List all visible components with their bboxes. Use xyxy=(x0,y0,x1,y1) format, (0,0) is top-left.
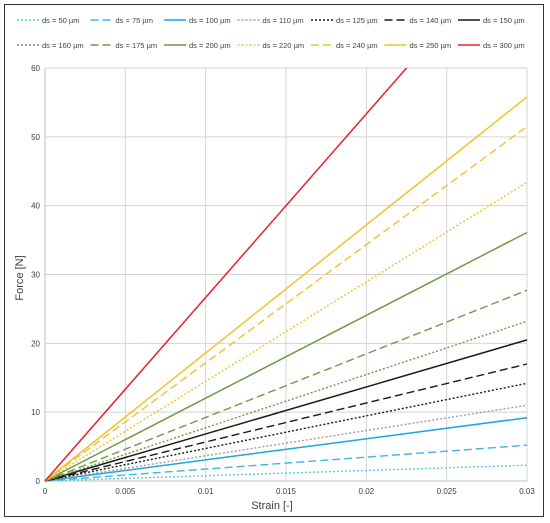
y-tick-label: 20 xyxy=(31,339,40,348)
x-tick-label: 0.005 xyxy=(115,487,136,496)
legend-label: ds = 250 µm xyxy=(410,41,452,50)
x-tick-label: 0 xyxy=(43,487,48,496)
legend-item: ds = 160 µm xyxy=(17,41,84,50)
series-line xyxy=(44,339,528,482)
series-line xyxy=(44,382,528,482)
legend-label: ds = 125 µm xyxy=(336,16,378,25)
x-tick-label: 0.01 xyxy=(198,487,214,496)
y-axis-title: Force [N] xyxy=(14,255,26,300)
legend-label: ds = 220 µm xyxy=(263,41,305,50)
legend-label: ds = 160 µm xyxy=(42,41,84,50)
legend-label: ds = 175 µm xyxy=(116,41,158,50)
y-tick-label: 10 xyxy=(31,408,40,417)
legend-item: ds = 250 µm xyxy=(384,41,452,50)
legend-item: ds = 125 µm xyxy=(311,16,378,25)
series-lines xyxy=(44,67,528,482)
series-line xyxy=(44,125,528,482)
legend-item: ds = 100 µm xyxy=(164,16,231,25)
series-line xyxy=(44,289,528,482)
legend-item: ds = 175 µm xyxy=(90,41,158,50)
legend-item: ds = 300 µm xyxy=(458,41,525,50)
axes xyxy=(44,68,527,482)
series-line xyxy=(44,320,528,482)
legend-item: ds = 150 µm xyxy=(458,16,525,25)
legend-item: ds = 240 µm xyxy=(311,41,378,50)
legend-label: ds = 300 µm xyxy=(483,41,525,50)
series-line xyxy=(44,67,408,482)
y-tick-label: 30 xyxy=(31,271,40,280)
legend-item: ds = 50 µm xyxy=(17,16,79,25)
y-tick-label: 40 xyxy=(31,202,40,211)
legend-item: ds = 220 µm xyxy=(237,41,305,50)
series-line xyxy=(44,404,528,482)
x-tick-label: 0.025 xyxy=(437,487,458,496)
tick-labels: 0 0.005 0.01 0.015 0.02 0.025 0.03 0 10 20 30 40 50 6… xyxy=(31,64,535,496)
legend-label: ds = 200 µm xyxy=(189,41,231,50)
series-line xyxy=(44,231,528,482)
legend: ds = 50 µm ds = 75 µm ds = 100 µm ds = 110 … xyxy=(17,16,525,50)
legend-item: ds = 200 µm xyxy=(164,41,231,50)
series-line xyxy=(44,181,528,482)
legend-label: ds = 240 µm xyxy=(336,41,378,50)
y-tick-label: 0 xyxy=(36,477,41,486)
legend-item: ds = 140 µm xyxy=(384,16,452,25)
x-tick-label: 0.03 xyxy=(519,487,535,496)
legend-item: ds = 110 µm xyxy=(237,16,304,25)
legend-label: ds = 110 µm xyxy=(263,16,304,25)
series-line xyxy=(44,416,528,482)
series-line xyxy=(44,444,528,482)
x-axis-title: Strain [-] xyxy=(251,500,293,512)
legend-label: ds = 140 µm xyxy=(410,16,452,25)
legend-label: ds = 150 µm xyxy=(483,16,525,25)
series-line xyxy=(44,464,528,482)
line-chart: 0 0.005 0.01 0.015 0.02 0.025 0.03 0 10 20 30 40 50 6… xyxy=(14,16,535,512)
x-tick-label: 0.015 xyxy=(276,487,297,496)
legend-item: ds = 75 µm xyxy=(90,16,153,25)
series-line xyxy=(44,363,528,482)
legend-label: ds = 100 µm xyxy=(189,16,231,25)
y-tick-label: 60 xyxy=(31,64,40,73)
y-tick-label: 50 xyxy=(31,133,40,142)
x-tick-label: 0.02 xyxy=(359,487,375,496)
legend-label: ds = 75 µm xyxy=(116,16,153,25)
legend-label: ds = 50 µm xyxy=(42,16,79,25)
grid-lines xyxy=(45,67,528,481)
series-line xyxy=(44,96,528,482)
chart-frame: 0 0.005 0.01 0.015 0.02 0.025 0.03 0 10 20 30 40 50 6… xyxy=(4,4,544,517)
